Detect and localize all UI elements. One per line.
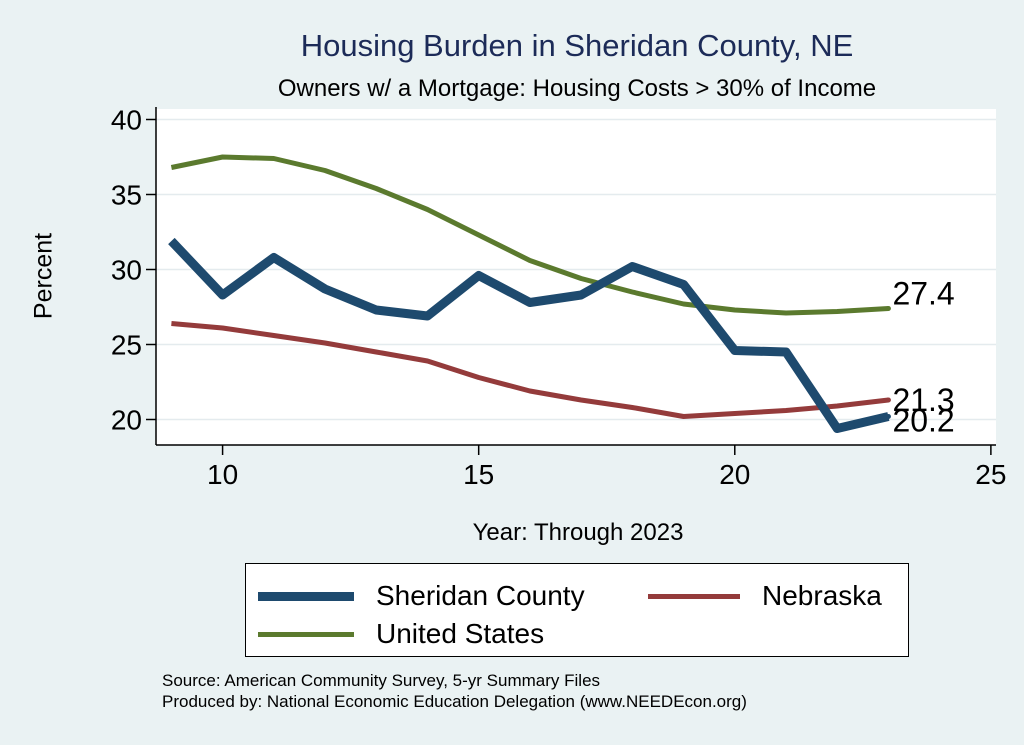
y-tick-label-40: 40 xyxy=(111,105,142,136)
y-tick-label-20: 20 xyxy=(111,405,142,436)
series-line-united-states xyxy=(170,154,889,316)
legend-item-nebraska: Nebraska xyxy=(648,580,882,612)
produced-by-note: Produced by: National Economic Education… xyxy=(162,692,747,711)
series-line-nebraska xyxy=(171,321,889,419)
end-point-united-states xyxy=(885,306,891,311)
legend-label-sheridan: Sheridan County xyxy=(376,580,585,611)
legend-item-united-states: United States xyxy=(258,618,544,650)
end-point-sheridan-county xyxy=(885,414,891,419)
x-axis-label: Year: Through 2023 xyxy=(472,519,684,546)
legend-label-united-states: United States xyxy=(376,618,545,649)
legend-label-nebraska: Nebraska xyxy=(762,580,882,611)
data-label-nebraska: 21.3 xyxy=(892,382,954,418)
chart-title: Housing Burden in Sheridan County, NE xyxy=(300,28,854,63)
legend-swatch-united-states xyxy=(258,631,354,637)
y-tick-label-25: 25 xyxy=(111,330,142,361)
data-label-united-states: 27.4 xyxy=(892,276,954,312)
end-point-nebraska xyxy=(885,397,891,403)
series-line-sheridan-county xyxy=(168,237,890,433)
y-tick-label-35: 35 xyxy=(111,180,142,211)
data-label-sheridan-county: 20.2 xyxy=(892,403,954,439)
x-tick-label-10: 10 xyxy=(207,459,238,490)
x-tick-label-15: 15 xyxy=(463,459,494,490)
x-tick-label-25: 25 xyxy=(975,459,1006,490)
y-axis-label: Percent xyxy=(29,232,58,320)
legend-item-sheridan: Sheridan County xyxy=(258,580,585,612)
y-tick-label-30: 30 xyxy=(111,255,142,286)
legend-swatch-nebraska xyxy=(648,593,740,599)
footnote: Source: American Community Survey, 5-yr … xyxy=(162,670,747,712)
legend-swatch-sheridan xyxy=(258,591,354,601)
x-tick-label-20: 20 xyxy=(719,459,750,490)
source-note: Source: American Community Survey, 5-yr … xyxy=(162,671,601,690)
legend: Sheridan County Nebraska United States xyxy=(245,563,909,657)
chart-subtitle: Owners w/ a Mortgage: Housing Costs > 30… xyxy=(277,75,877,102)
